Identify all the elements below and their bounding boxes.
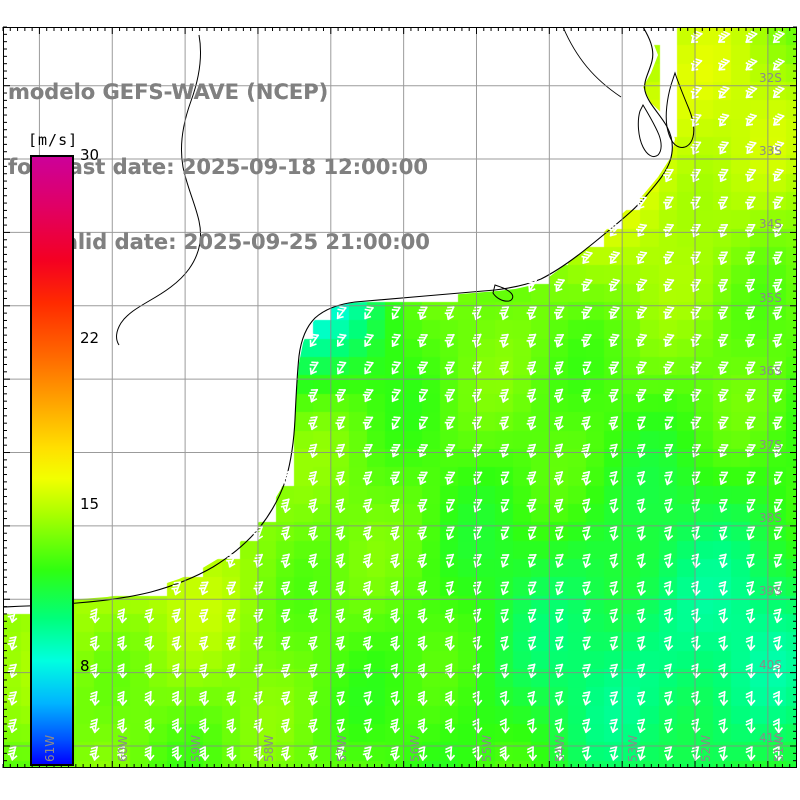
lat-label-41s: 41S: [759, 730, 782, 745]
lat-label-36s: 36S: [759, 364, 782, 379]
valid-date: valid date: 2025-09-25 21:00:00: [50, 230, 430, 254]
colorbar-tick-8: 8: [80, 657, 90, 676]
lat-label-39s: 39S: [759, 584, 782, 599]
lon-label-59w: 59W: [189, 734, 204, 762]
lon-label-52w: 52W: [699, 734, 714, 762]
lat-label-35s: 35S: [759, 290, 782, 305]
map-plot-area: [3, 27, 797, 768]
lon-label-58w: 58W: [261, 734, 276, 762]
coastal-lake-uruguay: [492, 284, 514, 302]
model-title: modelo GEFS-WAVE (NCEP): [8, 80, 329, 104]
lagoa-mirim: [637, 103, 662, 158]
graticule-layer: [3, 27, 797, 768]
lon-label-55w: 55W: [480, 734, 495, 762]
lon-label-51w: 51W: [771, 734, 786, 762]
lon-label-56w: 56W: [407, 734, 422, 762]
title-block: modelo GEFS-WAVE (NCEP) forecast date: 2…: [8, 30, 528, 305]
colorbar-tick-30: 30: [80, 146, 100, 164]
lat-label-32s: 32S: [759, 70, 782, 85]
lon-label-61w: 61W: [43, 734, 58, 762]
rio-de-la-plata-shore: [116, 34, 202, 346]
coastline-layer: [3, 27, 695, 608]
lon-label-53w: 53W: [626, 734, 641, 762]
lon-label-57w: 57W: [334, 734, 349, 762]
lat-label-38s: 38S: [759, 510, 782, 525]
inland-detail-north: [562, 27, 622, 98]
colorbar-tick-15: 15: [80, 495, 100, 514]
lat-label-34s: 34S: [759, 217, 782, 232]
lon-label-54w: 54W: [553, 734, 568, 762]
lagoa-dos-patos: [665, 71, 695, 148]
lat-label-33s: 33S: [759, 144, 782, 159]
colorbar-tick-22: 22: [80, 329, 100, 348]
colorbar-unit-label: [m/s]: [28, 131, 79, 149]
landmass-polygon: [3, 27, 675, 605]
lat-label-37s: 37S: [759, 437, 782, 452]
wind-barb-layer: [7, 30, 785, 761]
colorbar: [30, 155, 74, 766]
lat-label-40s: 40S: [759, 657, 782, 672]
colorbar-gradient: [30, 155, 74, 766]
lon-label-60w: 60W: [116, 734, 131, 762]
